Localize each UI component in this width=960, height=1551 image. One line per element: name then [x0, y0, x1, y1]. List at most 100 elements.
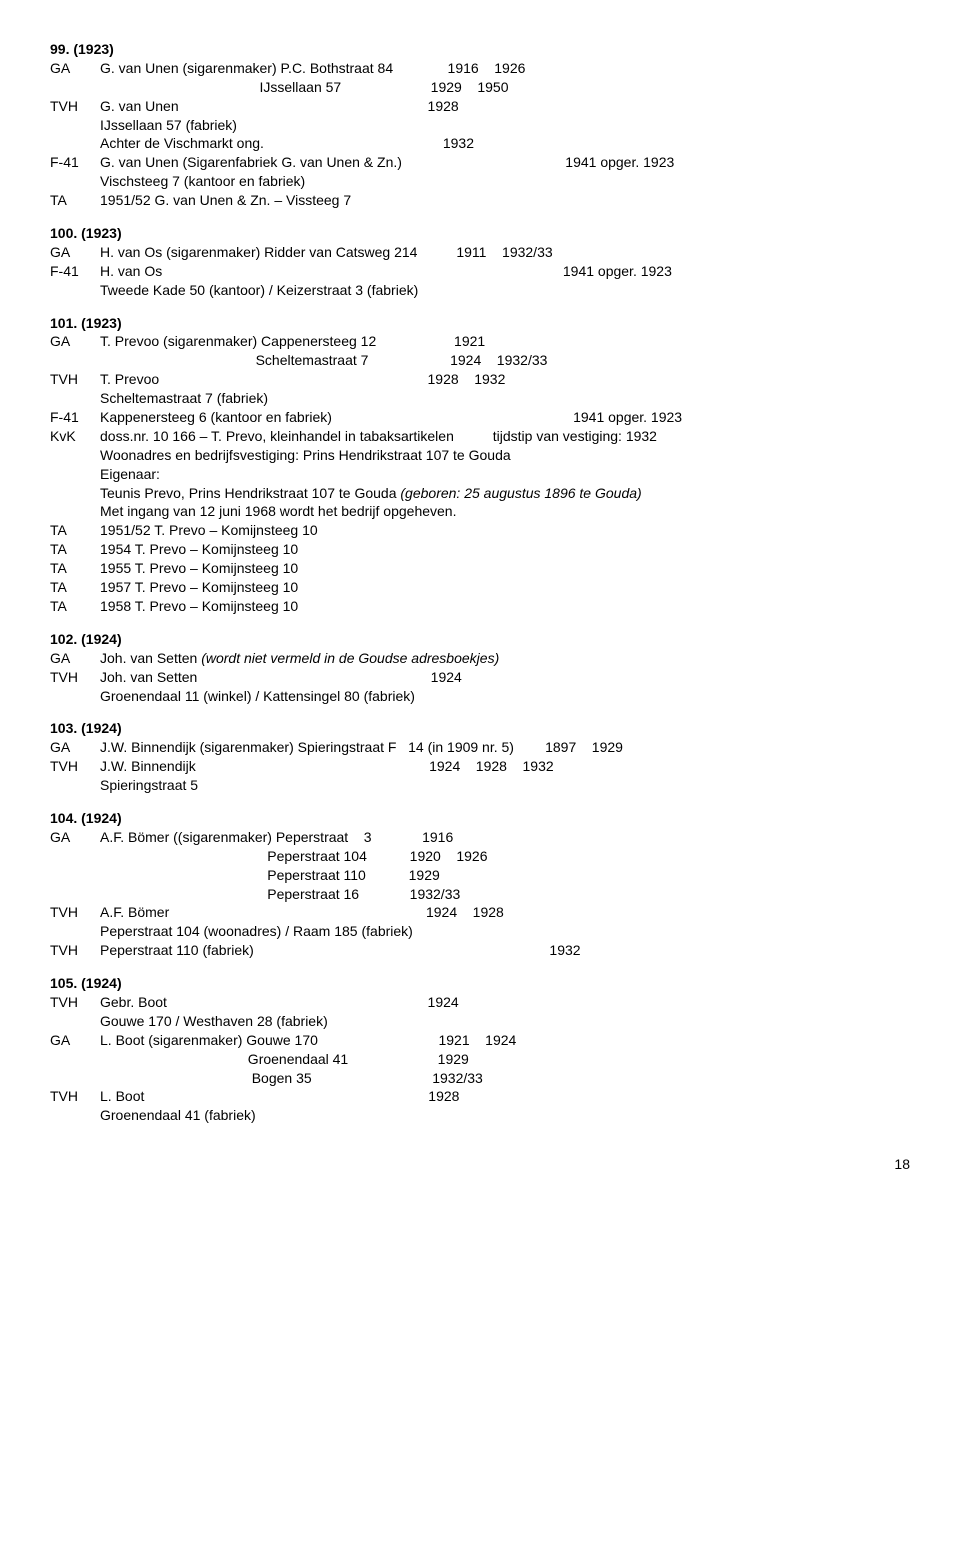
- entry-line: Vischsteeg 7 (kantoor en fabriek): [50, 172, 910, 191]
- entry-line: Gouwe 170 / Westhaven 28 (fabriek): [50, 1012, 910, 1031]
- source-code: [50, 281, 100, 300]
- source-code: [50, 134, 100, 153]
- line-text: Scheltemastraat 7 (fabriek): [100, 389, 910, 408]
- line-text: 1951/52 T. Prevo – Komijnsteeg 10: [100, 521, 910, 540]
- source-code: TA: [50, 540, 100, 559]
- line-text: Joh. van Setten (wordt niet vermeld in d…: [100, 649, 910, 668]
- document-body: 99. (1923)GAG. van Unen (sigarenmaker) P…: [50, 40, 910, 1125]
- source-code: [50, 172, 100, 191]
- line-text: 1957 T. Prevo – Komijnsteeg 10: [100, 578, 910, 597]
- entry-100: 100. (1923)GAH. van Os (sigarenmaker) Ri…: [50, 224, 910, 300]
- entry-line: Eigenaar:: [50, 465, 910, 484]
- source-code: TA: [50, 597, 100, 616]
- entry-header: 102. (1924): [50, 630, 910, 649]
- entry-103: 103. (1924)GAJ.W. Binnendijk (sigarenmak…: [50, 719, 910, 795]
- source-code: [50, 922, 100, 941]
- entry-header: 105. (1924): [50, 974, 910, 993]
- entry-line: Scheltemastraat 7 (fabriek): [50, 389, 910, 408]
- line-text: Peperstraat 104 1920 1926: [100, 847, 910, 866]
- line-text: Woonadres en bedrijfsvestiging: Prins He…: [100, 446, 910, 465]
- entry-line: Groenendaal 11 (winkel) / Kattensingel 8…: [50, 687, 910, 706]
- entry-line: Met ingang van 12 juni 1968 wordt het be…: [50, 502, 910, 521]
- source-code: GA: [50, 332, 100, 351]
- entry-line: Tweede Kade 50 (kantoor) / Keizerstraat …: [50, 281, 910, 300]
- entry-line: TVHJoh. van Setten 1924: [50, 668, 910, 687]
- line-text: Bogen 35 1932/33: [100, 1069, 910, 1088]
- entry-line: Scheltemastraat 7 1924 1932/33: [50, 351, 910, 370]
- source-code: TA: [50, 578, 100, 597]
- line-text: 1955 T. Prevo – Komijnsteeg 10: [100, 559, 910, 578]
- entry-header: 99. (1923): [50, 40, 910, 59]
- line-text: Achter de Vischmarkt ong. 1932: [100, 134, 910, 153]
- line-text: IJssellaan 57 (fabriek): [100, 116, 910, 135]
- line-text: H. van Os 1941 opger. 1923: [100, 262, 910, 281]
- entry-line: TVHT. Prevoo 1928 1932: [50, 370, 910, 389]
- entry-line: TA1954 T. Prevo – Komijnsteeg 10: [50, 540, 910, 559]
- source-code: TA: [50, 559, 100, 578]
- line-text: doss.nr. 10 166 – T. Prevo, kleinhandel …: [100, 427, 910, 446]
- source-code: [50, 484, 100, 503]
- line-text: L. Boot 1928: [100, 1087, 910, 1106]
- line-text: A.F. Bömer 1924 1928: [100, 903, 910, 922]
- source-code: [50, 78, 100, 97]
- entry-header: 101. (1923): [50, 314, 910, 333]
- line-text: L. Boot (sigarenmaker) Gouwe 170 1921 19…: [100, 1031, 910, 1050]
- source-code: GA: [50, 649, 100, 668]
- source-code: GA: [50, 59, 100, 78]
- line-text: H. van Os (sigarenmaker) Ridder van Cats…: [100, 243, 910, 262]
- entry-line: GAJ.W. Binnendijk (sigarenmaker) Spierin…: [50, 738, 910, 757]
- entry-104: 104. (1924)GAA.F. Bömer ((sigarenmaker) …: [50, 809, 910, 960]
- line-text: 1954 T. Prevo – Komijnsteeg 10: [100, 540, 910, 559]
- source-code: [50, 1106, 100, 1125]
- entry-line: TVHL. Boot 1928: [50, 1087, 910, 1106]
- line-text: G. van Unen (Sigarenfabriek G. van Unen …: [100, 153, 910, 172]
- entry-line: IJssellaan 57 1929 1950: [50, 78, 910, 97]
- entry-line: GAA.F. Bömer ((sigarenmaker) Peperstraat…: [50, 828, 910, 847]
- entry-99: 99. (1923)GAG. van Unen (sigarenmaker) P…: [50, 40, 910, 210]
- line-text: IJssellaan 57 1929 1950: [100, 78, 910, 97]
- entry-102: 102. (1924)GAJoh. van Setten (wordt niet…: [50, 630, 910, 706]
- source-code: TA: [50, 191, 100, 210]
- entry-line: Groenendaal 41 (fabriek): [50, 1106, 910, 1125]
- entry-line: Peperstraat 104 (woonadres) / Raam 185 (…: [50, 922, 910, 941]
- entry-line: GAH. van Os (sigarenmaker) Ridder van Ca…: [50, 243, 910, 262]
- source-code: [50, 1050, 100, 1069]
- entry-line: GAT. Prevoo (sigarenmaker) Cappenersteeg…: [50, 332, 910, 351]
- source-code: [50, 776, 100, 795]
- entry-line: F-41H. van Os 1941 opger. 1923: [50, 262, 910, 281]
- line-text: Gouwe 170 / Westhaven 28 (fabriek): [100, 1012, 910, 1031]
- entry-line: GAJoh. van Setten (wordt niet vermeld in…: [50, 649, 910, 668]
- entry-line: TVHA.F. Bömer 1924 1928: [50, 903, 910, 922]
- page-number: 18: [50, 1155, 910, 1174]
- entry-line: Teunis Prevo, Prins Hendrikstraat 107 te…: [50, 484, 910, 503]
- source-code: [50, 1069, 100, 1088]
- line-text: Groenendaal 11 (winkel) / Kattensingel 8…: [100, 687, 910, 706]
- source-code: [50, 446, 100, 465]
- source-code: GA: [50, 243, 100, 262]
- source-code: GA: [50, 828, 100, 847]
- line-text: 1951/52 G. van Unen & Zn. – Vissteeg 7: [100, 191, 910, 210]
- source-code: TVH: [50, 993, 100, 1012]
- line-text: G. van Unen (sigarenmaker) P.C. Bothstra…: [100, 59, 910, 78]
- source-code: TVH: [50, 1087, 100, 1106]
- entry-line: GAL. Boot (sigarenmaker) Gouwe 170 1921 …: [50, 1031, 910, 1050]
- entry-line: TVHPeperstraat 110 (fabriek) 1932: [50, 941, 910, 960]
- source-code: [50, 389, 100, 408]
- source-code: TVH: [50, 370, 100, 389]
- entry-line: F-41Kappenersteeg 6 (kantoor en fabriek)…: [50, 408, 910, 427]
- entry-line: Groenendaal 41 1929: [50, 1050, 910, 1069]
- line-text: Gebr. Boot 1924: [100, 993, 910, 1012]
- line-text: G. van Unen 1928: [100, 97, 910, 116]
- source-code: TVH: [50, 903, 100, 922]
- entry-line: Peperstraat 104 1920 1926: [50, 847, 910, 866]
- line-text: 1958 T. Prevo – Komijnsteeg 10: [100, 597, 910, 616]
- source-code: TVH: [50, 668, 100, 687]
- source-code: TVH: [50, 97, 100, 116]
- entry-line: KvKdoss.nr. 10 166 – T. Prevo, kleinhand…: [50, 427, 910, 446]
- line-text: T. Prevoo 1928 1932: [100, 370, 910, 389]
- entry-line: TA1955 T. Prevo – Komijnsteeg 10: [50, 559, 910, 578]
- entry-line: Woonadres en bedrijfsvestiging: Prins He…: [50, 446, 910, 465]
- line-text: J.W. Binnendijk 1924 1928 1932: [100, 757, 910, 776]
- source-code: [50, 351, 100, 370]
- source-code: [50, 847, 100, 866]
